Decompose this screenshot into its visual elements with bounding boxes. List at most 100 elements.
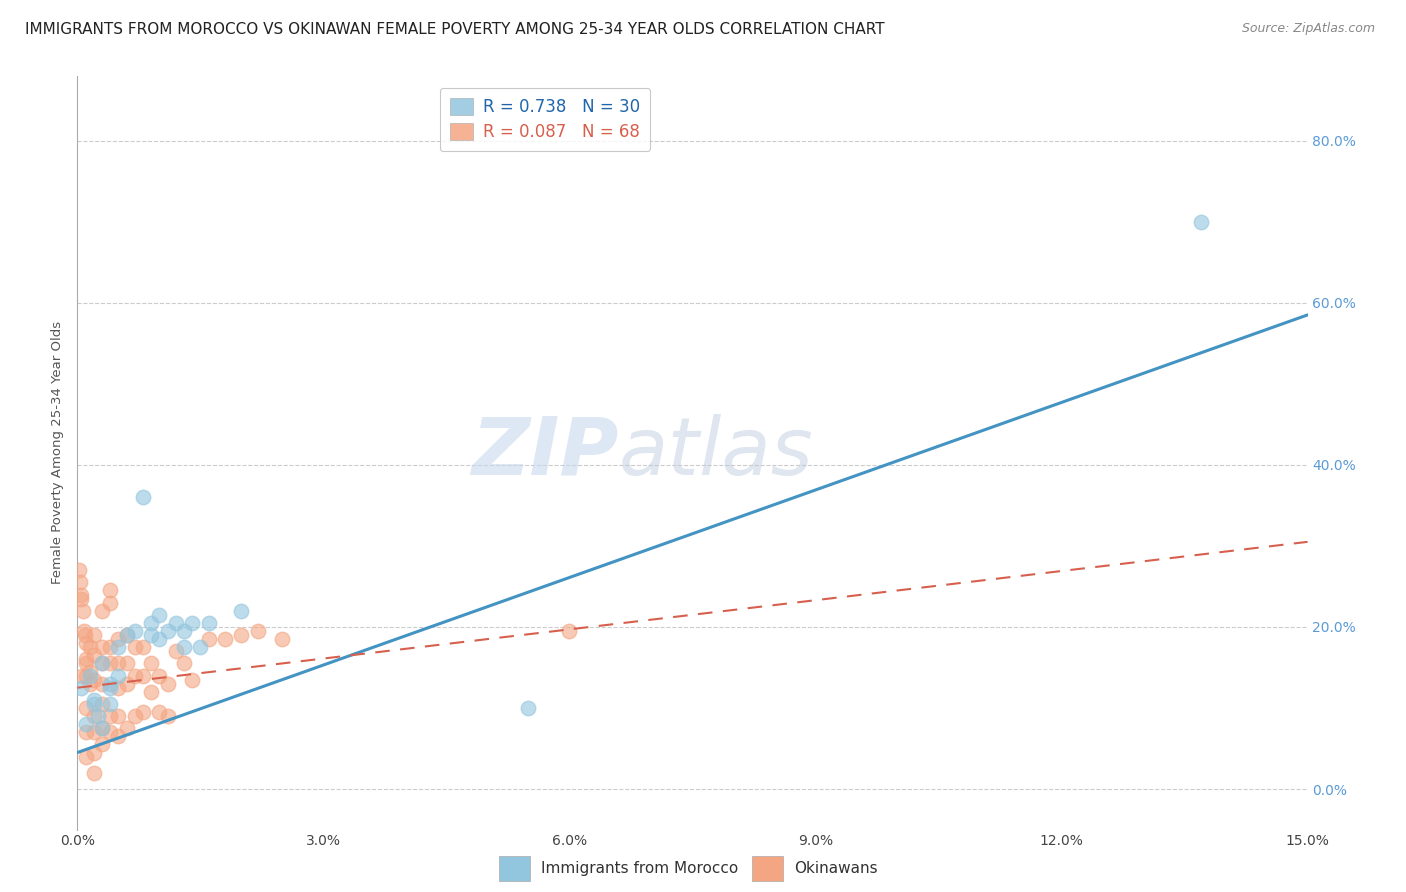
Point xyxy=(124,640,146,655)
Point xyxy=(90,676,114,690)
Point xyxy=(87,709,110,723)
Point xyxy=(115,628,138,642)
Point xyxy=(98,583,121,598)
Point xyxy=(83,697,105,711)
Point xyxy=(83,709,105,723)
Point xyxy=(75,636,97,650)
Point xyxy=(173,657,195,671)
Point xyxy=(246,624,269,638)
Point xyxy=(165,644,187,658)
Point xyxy=(73,628,96,642)
Point xyxy=(148,668,170,682)
Point xyxy=(79,676,101,690)
Point xyxy=(107,730,129,744)
Point xyxy=(271,632,294,646)
Point xyxy=(70,668,93,682)
Point xyxy=(83,628,105,642)
Point xyxy=(107,681,129,695)
Point xyxy=(90,640,114,655)
Point xyxy=(197,615,219,630)
Point xyxy=(75,657,97,671)
Point xyxy=(148,705,170,719)
Text: Okinawans: Okinawans xyxy=(794,862,877,876)
Point xyxy=(156,676,179,690)
Point xyxy=(90,657,114,671)
Point xyxy=(173,624,195,638)
Point xyxy=(69,575,91,590)
Point xyxy=(181,615,204,630)
Point xyxy=(98,657,121,671)
Point xyxy=(107,632,129,646)
Point xyxy=(214,632,236,646)
Point xyxy=(115,657,138,671)
Point xyxy=(141,685,163,699)
Point xyxy=(141,657,163,671)
Point xyxy=(124,624,146,638)
Point xyxy=(75,668,97,682)
Point xyxy=(75,749,97,764)
Point xyxy=(79,640,101,655)
Point xyxy=(90,721,114,735)
Point xyxy=(115,628,138,642)
Point xyxy=(79,668,101,682)
Point xyxy=(67,563,90,577)
Point xyxy=(83,746,105,760)
Point xyxy=(107,709,129,723)
Point xyxy=(115,676,138,690)
Point xyxy=(165,615,187,630)
Point xyxy=(75,652,97,666)
Point xyxy=(83,648,105,663)
Point xyxy=(98,709,121,723)
Point xyxy=(98,676,121,690)
Point xyxy=(90,657,114,671)
Point xyxy=(75,725,97,739)
Legend: R = 0.738   N = 30, R = 0.087   N = 68: R = 0.738 N = 30, R = 0.087 N = 68 xyxy=(440,88,650,151)
Point xyxy=(90,604,114,618)
Point xyxy=(70,591,93,606)
Point xyxy=(75,717,97,731)
Point xyxy=(90,697,114,711)
Point xyxy=(79,665,101,679)
Point xyxy=(107,640,129,655)
Y-axis label: Female Poverty Among 25-34 Year Olds: Female Poverty Among 25-34 Year Olds xyxy=(51,321,65,584)
Point xyxy=(115,721,138,735)
Point xyxy=(98,640,121,655)
Point xyxy=(90,721,114,735)
Point xyxy=(517,701,540,715)
Point xyxy=(132,490,155,504)
Point xyxy=(231,604,253,618)
Text: Immigrants from Morocco: Immigrants from Morocco xyxy=(541,862,738,876)
Point xyxy=(197,632,219,646)
Point xyxy=(98,725,121,739)
Point xyxy=(141,628,163,642)
Point xyxy=(173,640,195,655)
Point xyxy=(75,701,97,715)
Point xyxy=(98,697,121,711)
Point xyxy=(181,673,204,687)
Text: IMMIGRANTS FROM MOROCCO VS OKINAWAN FEMALE POVERTY AMONG 25-34 YEAR OLDS CORRELA: IMMIGRANTS FROM MOROCCO VS OKINAWAN FEMA… xyxy=(25,22,884,37)
Point xyxy=(72,604,94,618)
Point xyxy=(132,705,155,719)
Point xyxy=(156,624,179,638)
Point xyxy=(98,596,121,610)
Point xyxy=(70,681,93,695)
Text: Source: ZipAtlas.com: Source: ZipAtlas.com xyxy=(1241,22,1375,36)
Point xyxy=(83,725,105,739)
Point xyxy=(148,607,170,622)
Point xyxy=(83,765,105,780)
Point xyxy=(141,615,163,630)
Point xyxy=(107,668,129,682)
Point xyxy=(188,640,212,655)
Point xyxy=(132,640,155,655)
Point xyxy=(156,709,179,723)
Text: ZIP: ZIP xyxy=(471,414,619,491)
Point xyxy=(124,668,146,682)
Point xyxy=(1189,215,1212,229)
Point xyxy=(558,624,581,638)
Point xyxy=(83,673,105,687)
Point xyxy=(98,681,121,695)
Point xyxy=(107,657,129,671)
Point xyxy=(124,709,146,723)
Point xyxy=(90,738,114,752)
Text: atlas: atlas xyxy=(619,414,814,491)
